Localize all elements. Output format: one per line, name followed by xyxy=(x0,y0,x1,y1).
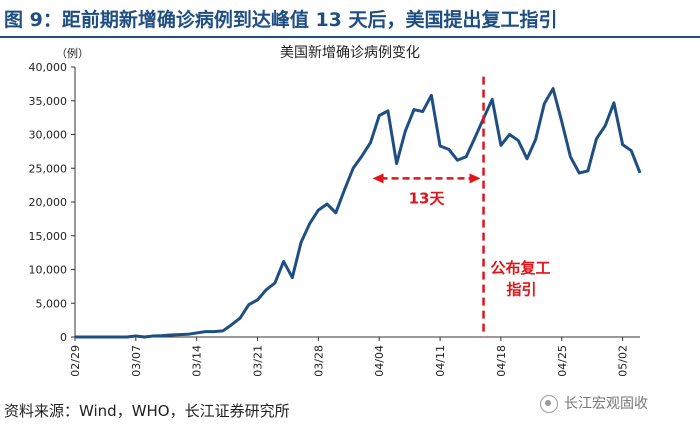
watermark-text: 长江宏观固收 xyxy=(564,396,648,412)
y-tick-label: 20,000 xyxy=(29,196,68,209)
x-tick-label: 03/28 xyxy=(312,345,325,377)
source-note: 资料来源：Wind，WHO，长江证券研究所 xyxy=(4,402,290,420)
line-chart: 美国新增确诊病例变化 （例） 0 5,000 10,000 15,000 20,000 2… xyxy=(29,45,642,377)
y-tick-label: 35,000 xyxy=(29,95,68,108)
x-tick-label: 03/07 xyxy=(130,345,143,377)
watermark: 长江宏观固收 xyxy=(540,393,648,413)
interval-arrow-right-head xyxy=(469,173,481,184)
y-tick-label: 5,000 xyxy=(36,297,68,310)
x-tick-label: 02/29 xyxy=(69,345,82,377)
y-tick-label: 25,000 xyxy=(29,162,68,175)
event-label-line2: 指引 xyxy=(507,280,537,298)
x-tick-label: 03/14 xyxy=(191,345,204,377)
title-rule xyxy=(0,36,700,38)
x-tick-label: 03/21 xyxy=(252,345,265,377)
unit-label: （例） xyxy=(56,46,89,60)
wechat-logo-icon xyxy=(540,395,558,413)
y-tick-label: 40,000 xyxy=(29,61,68,74)
interval-arrow xyxy=(372,173,481,184)
x-tick-label: 05/02 xyxy=(617,345,630,377)
y-tick-label: 10,000 xyxy=(29,264,68,277)
x-tick-label: 04/11 xyxy=(434,345,447,377)
x-tick-label: 04/25 xyxy=(556,345,569,377)
y-tick-label: 0 xyxy=(60,331,67,344)
chart-title: 美国新增确诊病例变化 xyxy=(280,45,420,61)
y-tick-label: 30,000 xyxy=(29,129,68,142)
y-tick-label: 15,000 xyxy=(29,230,68,243)
series-line xyxy=(75,87,642,339)
y-axis: 0 5,000 10,000 15,000 20,000 25,000 30,000 35,0… xyxy=(29,61,76,344)
x-tick-label: 04/04 xyxy=(373,345,386,377)
event-label-line1: 公布复工 xyxy=(491,259,551,277)
figure-title: 图 9：距前期新增确诊病例到达峰值 13 天后，美国提出复工指引 xyxy=(4,9,558,31)
interval-label: 13天 xyxy=(409,189,446,207)
x-tick-label: 04/18 xyxy=(495,345,508,377)
x-axis: 02/29 03/07 03/14 03/21 03/28 04/04 04/11 04/18… xyxy=(69,336,640,377)
interval-arrow-left-head xyxy=(372,173,384,184)
